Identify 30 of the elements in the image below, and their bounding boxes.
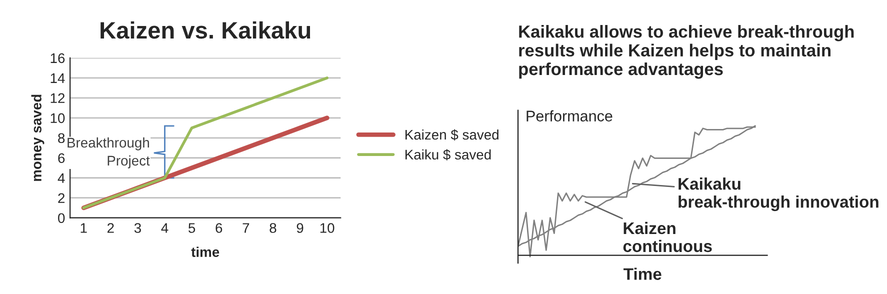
x-tick-label: 2 — [107, 223, 114, 233]
y-tick-label: 16 — [50, 53, 65, 64]
x-tick-label: 6 — [216, 223, 222, 233]
y-tick-label: 10 — [50, 113, 65, 124]
y-tick-label: 14 — [50, 73, 65, 83]
y-tick-label: 0 — [58, 213, 65, 224]
x-tick-label: 1 — [80, 223, 87, 233]
x-axis-title: time — [191, 246, 220, 257]
y-tick-label: 12 — [50, 93, 65, 103]
annotation: Kaikaku break-through innovation — [678, 178, 878, 212]
x-tick-label: 3 — [134, 223, 141, 233]
annotation: Breakthrough Project — [68, 137, 150, 168]
x-tick-label: 8 — [270, 223, 276, 233]
x-tick-label: 7 — [242, 223, 250, 233]
chart-title: Kaizen vs. Kaikaku — [100, 21, 310, 39]
y-tick-label: 2 — [58, 193, 65, 203]
x-axis-title: Time — [624, 268, 662, 280]
y-tick-label: 4 — [58, 173, 65, 183]
legend-label: Kaiku $ saved — [405, 149, 491, 160]
y-tick-label: 8 — [58, 133, 65, 144]
x-tick-label: 10 — [320, 223, 334, 233]
legend-label: Kaizen $ saved — [405, 129, 498, 140]
y-axis-title: Performance — [526, 110, 612, 122]
x-tick-label: 9 — [296, 223, 304, 233]
annotation: Kaizen continuous — [623, 222, 712, 252]
chart-title: Kaikaku allows to achieve break-through results while Kaizen helps to maintain performance advantages — [519, 24, 854, 79]
y-tick-label: 6 — [58, 153, 65, 164]
x-tick-label: 5 — [188, 223, 196, 233]
y-axis-title: money saved — [31, 94, 44, 181]
x-tick-label: 4 — [161, 223, 168, 233]
